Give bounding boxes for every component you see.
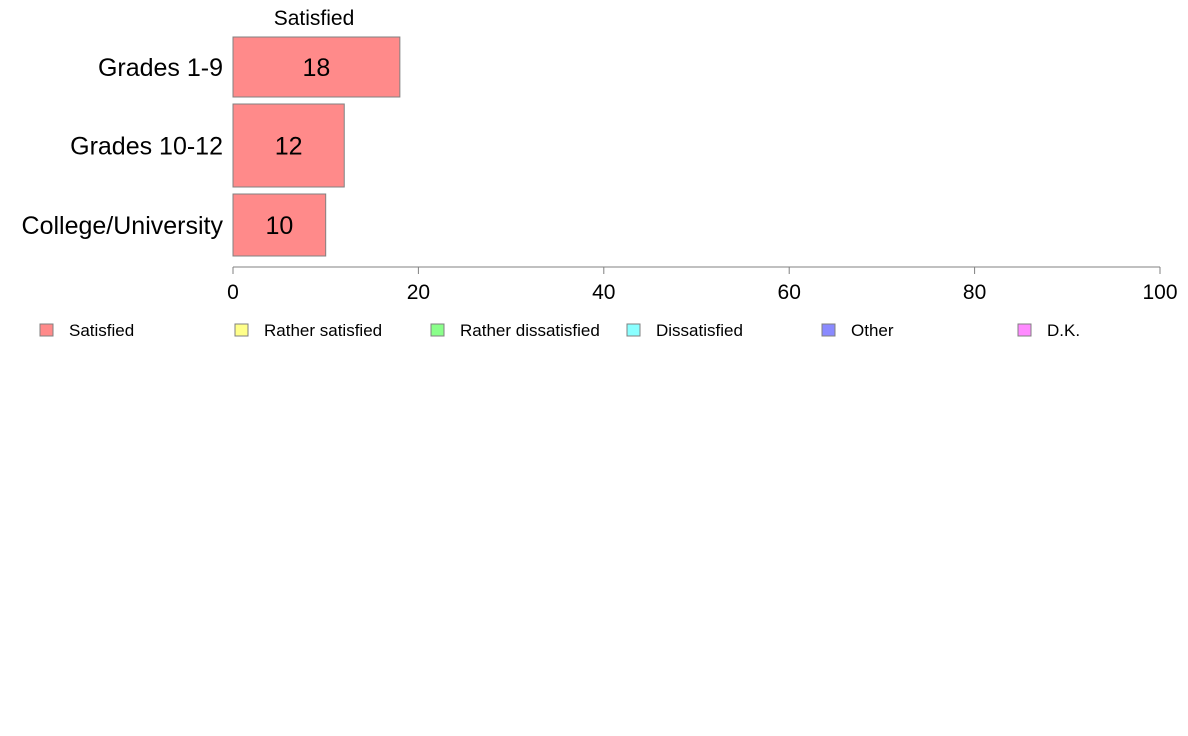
x-tick-label: 60 (778, 281, 801, 304)
bars-layer: 18 12 10 (232, 36, 401, 257)
legend-label: Rather satisfied (264, 321, 382, 340)
legend-label: Satisfied (69, 321, 134, 340)
legend-item: Rather satisfied (234, 321, 382, 340)
x-tick-label: 20 (407, 281, 430, 304)
category-label: Grades 10-12 (70, 133, 223, 161)
bar-1-2 (232, 103, 345, 188)
category-labels: Grades 1-9 Grades 10-12 College/University (22, 54, 224, 240)
x-tick-label: 80 (963, 281, 986, 304)
x-tick-label: 40 (592, 281, 615, 304)
legend-label: Dissatisfied (656, 321, 743, 340)
data-label: 10 (265, 212, 293, 240)
x-tick-label: 100 (1142, 281, 1177, 304)
data-label: 18 (303, 54, 331, 82)
legend-item: D.K. (1017, 321, 1080, 340)
legend-swatch (39, 323, 54, 337)
legend-label: Rather dissatisfied (460, 321, 600, 340)
bar-1-1 (232, 36, 401, 98)
legend-swatch (821, 323, 836, 337)
legend-item: Other (821, 321, 894, 340)
bar-1-3 (232, 193, 327, 257)
legend-item: Rather dissatisfied (430, 321, 600, 340)
legend-swatch (430, 323, 445, 337)
legend-swatch (1017, 323, 1032, 337)
category-label: College/University (22, 212, 224, 240)
category-label: Grades 1-9 (98, 54, 223, 82)
legend-item: Dissatisfied (626, 321, 743, 340)
column-header: Satisfied (274, 7, 355, 30)
legend-swatch (626, 323, 641, 337)
legend-label: D.K. (1047, 321, 1080, 340)
data-label: 12 (275, 133, 303, 161)
legend-swatch (234, 323, 249, 337)
x-tick-label: 0 (227, 281, 239, 304)
legend-item: Satisfied (39, 321, 134, 340)
legend: Satisfied Rather satisfied Rather dissatis… (39, 321, 1080, 340)
x-axis: 0 20 40 60 80 100 (227, 266, 1178, 304)
legend-label: Other (851, 321, 894, 340)
